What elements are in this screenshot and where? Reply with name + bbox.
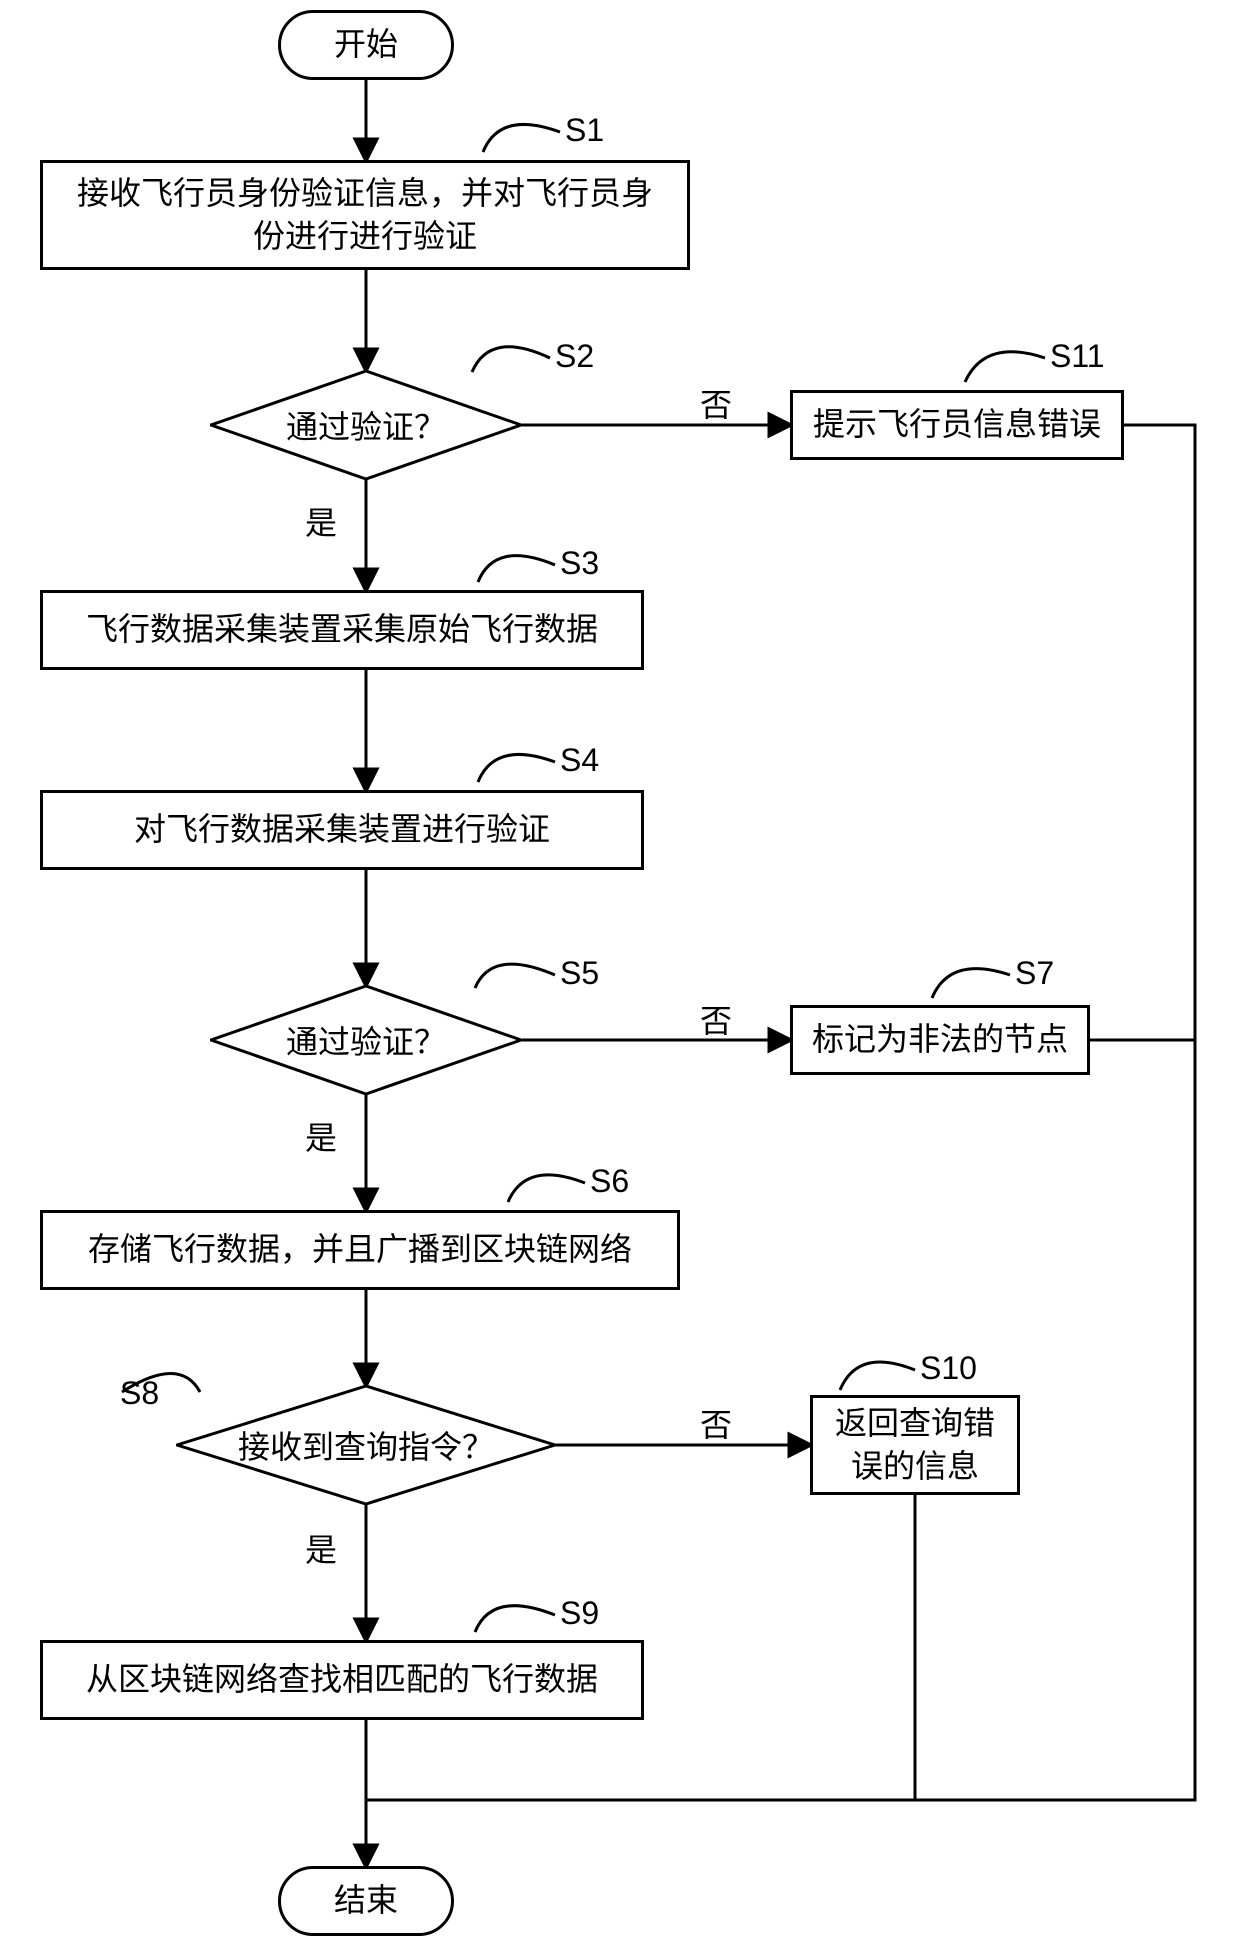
decision-s8: 接收到查询指令？ bbox=[176, 1385, 556, 1505]
step-label-s3: S3 bbox=[560, 545, 599, 582]
step-label-s5: S5 bbox=[560, 955, 599, 992]
step-label-s9: S9 bbox=[560, 1595, 599, 1632]
step-label-s7: S7 bbox=[1015, 955, 1054, 992]
process-s10: 返回查询错误的信息 bbox=[810, 1395, 1020, 1495]
callout-s9 bbox=[475, 1606, 555, 1632]
process-s4: 对飞行数据采集装置进行验证 bbox=[40, 790, 644, 870]
terminator-start: 开始 bbox=[278, 10, 454, 80]
step-label-s4: S4 bbox=[560, 742, 599, 779]
process-s11: 提示飞行员信息错误 bbox=[790, 390, 1124, 460]
step-label-s2: S2 bbox=[555, 338, 594, 375]
edge-label-s5_no: 否 bbox=[700, 996, 732, 1042]
callout-s2 bbox=[472, 347, 550, 372]
callout-s10 bbox=[840, 1362, 915, 1390]
process-s9: 从区块链网络查找相匹配的飞行数据 bbox=[40, 1640, 644, 1720]
step-label-s1: S1 bbox=[565, 112, 604, 149]
callout-s3 bbox=[478, 556, 555, 582]
decision-s5: 通过验证？ bbox=[210, 985, 522, 1095]
step-label-s8: S8 bbox=[120, 1375, 159, 1412]
callout-s6 bbox=[508, 1175, 585, 1202]
edge-label-s8_no: 否 bbox=[700, 1400, 732, 1446]
step-label-s10: S10 bbox=[920, 1350, 977, 1387]
edge-label-s8_yes: 是 bbox=[305, 1525, 337, 1571]
edge-label-s2_yes: 是 bbox=[305, 498, 337, 544]
step-label-s6: S6 bbox=[590, 1163, 629, 1200]
edge-label-s5_yes: 是 bbox=[305, 1113, 337, 1159]
callout-s7 bbox=[932, 969, 1010, 998]
process-s7: 标记为非法的节点 bbox=[790, 1005, 1090, 1075]
process-s3: 飞行数据采集装置采集原始飞行数据 bbox=[40, 590, 644, 670]
decision-s2: 通过验证？ bbox=[210, 370, 522, 480]
process-s1: 接收飞行员身份验证信息，并对飞行员身份进行进行验证 bbox=[40, 160, 690, 270]
edge-label-s2_no: 否 bbox=[700, 380, 732, 426]
terminator-end: 结束 bbox=[278, 1866, 454, 1936]
callout-s11 bbox=[965, 352, 1045, 382]
callout-s4 bbox=[478, 754, 555, 782]
process-s6: 存储飞行数据，并且广播到区块链网络 bbox=[40, 1210, 680, 1290]
callout-s1 bbox=[483, 124, 560, 152]
step-label-s11: S11 bbox=[1050, 338, 1105, 375]
